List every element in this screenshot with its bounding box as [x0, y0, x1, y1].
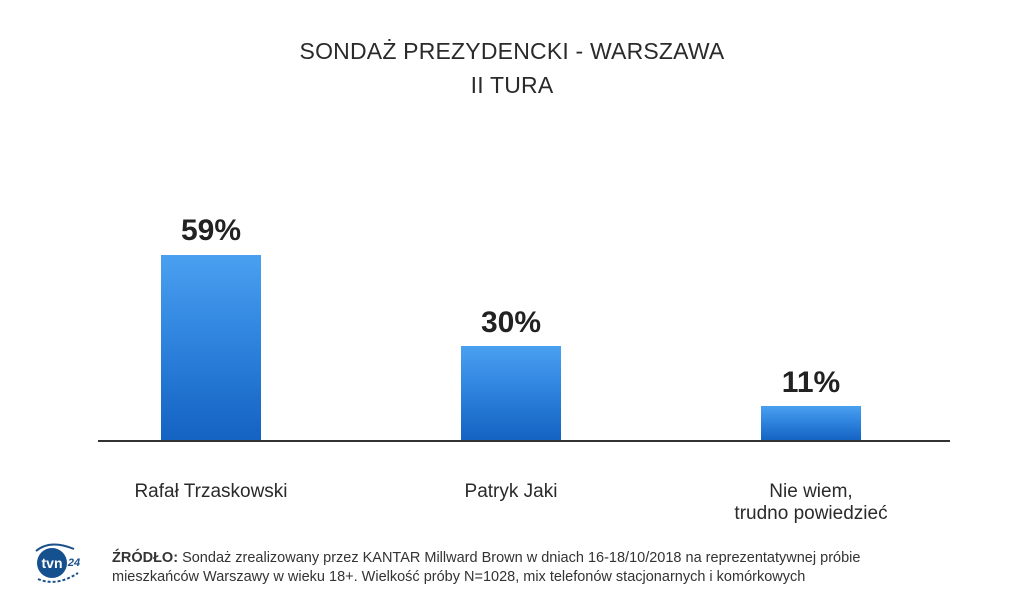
bar-nie-wiem — [761, 406, 861, 441]
logo-text: tvn — [42, 555, 63, 571]
source-line2: mieszkańców Warszawy w wieku 18+. Wielko… — [112, 569, 806, 585]
tvn24-logo-icon: tvn 24 — [35, 543, 80, 583]
source-line1: Sondaż zrealizowany przez KANTAR Millwar… — [178, 550, 861, 566]
bar-jaki — [461, 346, 561, 441]
category-label-line1: Nie wiem, — [769, 481, 853, 502]
bar-trzaskowski — [161, 255, 261, 441]
value-label-trzaskowski: 59% — [180, 214, 242, 247]
source-label: ŹRÓDŁO: — [112, 550, 179, 566]
category-label-jaki: Patryk Jaki — [464, 481, 558, 502]
chart-subtitle: II TURA — [470, 72, 554, 98]
x-axis-line — [98, 440, 950, 442]
value-label-jaki: 30% — [480, 306, 542, 339]
category-label-trzaskowski: Rafał Trzaskowski — [134, 481, 288, 502]
chart-title: SONDAŻ PREZYDENCKI - WARSZAWA — [299, 38, 725, 64]
source-footnote: ŹRÓDŁO: Sondaż zrealizowany przez KANTAR… — [112, 549, 860, 587]
value-label-nie-wiem: 11% — [781, 366, 841, 399]
category-label-nie-wiem: Nie wiem, trudno powiedzieć — [681, 481, 941, 525]
logo-number: 24 — [67, 557, 80, 569]
category-label-line2: trudno powiedzieć — [734, 503, 888, 524]
